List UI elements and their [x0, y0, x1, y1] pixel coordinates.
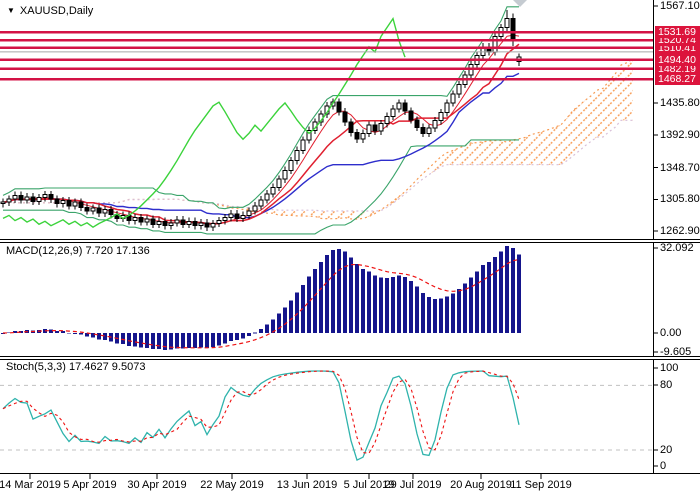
pane-separator-stoch[interactable]: [0, 356, 700, 360]
stoch-indicator-label: Stoch(5,3,3) 17.4627 9.5073: [6, 361, 146, 373]
object-arrow-marker[interactable]: [513, 0, 527, 7]
stoch-signal-line: [2, 370, 520, 454]
price-axis-tick-label: 1348.70: [660, 161, 700, 174]
moving-average-lines: [2, 34, 520, 225]
support-resistance-levels[interactable]: [0, 30, 653, 81]
time-axis-tick-label: 20 Aug 2019: [450, 479, 512, 491]
collapse-triangle-icon[interactable]: ▼: [7, 6, 15, 15]
stoch-main-line: [2, 370, 520, 462]
price-axis-tick-label: 1567.10: [660, 0, 700, 12]
main-price-pane[interactable]: [0, 0, 653, 235]
price-level-badge: 1482.19: [655, 62, 700, 75]
price-level-badge: 1468.27: [655, 73, 700, 86]
time-axis-tick-label: 13 Jun 2019: [276, 479, 338, 491]
macd-axis-tick-label: -9.605: [660, 346, 692, 358]
pane-separator-macd[interactable]: [0, 239, 700, 243]
time-axis-tick-label: 22 May 2019: [200, 479, 264, 491]
ichimoku-cloud: [3, 58, 634, 220]
time-axis-tick-label: 29 Jul 2019: [384, 479, 442, 491]
stoch-axis-tick-label: 0: [660, 460, 667, 472]
stoch-level-lines: [0, 384, 653, 451]
price-axis-tick-label: 1392.90: [660, 128, 700, 141]
macd-signal-line: [2, 258, 520, 349]
time-axis-tick-label: 5 Jul 2019: [343, 479, 395, 491]
stoch-axis-tick-label: 20: [660, 444, 673, 456]
macd-histogram: [1, 246, 521, 350]
time-axis-tick-label: 30 Apr 2019: [127, 479, 187, 491]
price-axis-tick-label: 1435.80: [660, 97, 700, 110]
price-axis-tick-label: 1262.90: [660, 225, 700, 237]
stoch-axis-tick-label: 80: [660, 379, 673, 391]
price-axis-tick-label: 1305.80: [660, 193, 700, 206]
symbol-period-text: XAUUSD,Daily: [19, 5, 94, 17]
stoch-axis-tick-label: 100: [660, 362, 679, 374]
channel-bands: [2, 6, 519, 235]
chart-symbol-label: ▼ XAUUSD,Daily: [7, 5, 93, 17]
time-axis-tick-label: 11 Sep 2019: [510, 479, 572, 491]
time-axis-tick-label: 14 Mar 2019: [0, 479, 61, 491]
macd-indicator-label: MACD(12,26,9) 7.720 17.136: [6, 245, 150, 257]
axes-frame[interactable]: [0, 0, 700, 479]
macd-axis-tick-label: 32.092: [660, 242, 694, 254]
time-axis-tick-label: 5 Apr 2019: [63, 479, 117, 491]
macd-pane[interactable]: [1, 246, 521, 350]
candlestick-series: [0, 9, 522, 231]
price-level-badge: 1531.69: [655, 26, 700, 39]
price-level-badge: 1494.40: [655, 53, 700, 66]
stochastic-pane[interactable]: [0, 370, 653, 462]
chikou-span-line: [2, 16, 406, 229]
macd-axis-tick-label: 0.00: [660, 327, 682, 339]
